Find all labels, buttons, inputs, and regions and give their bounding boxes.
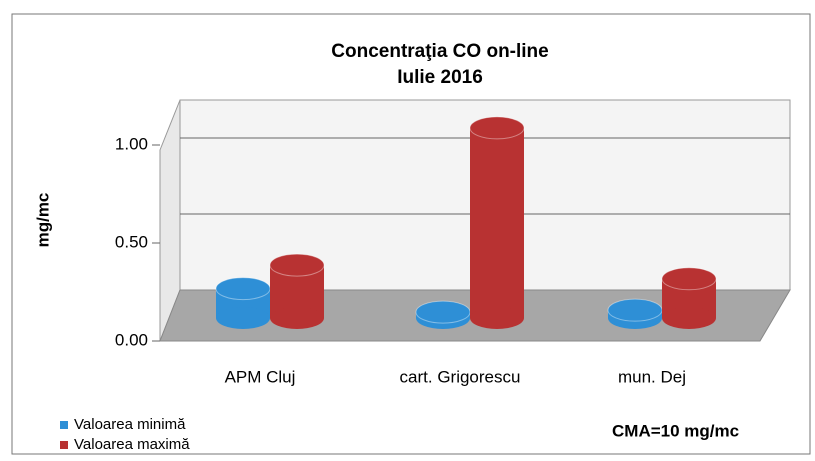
y-tick-label: 1.00 <box>115 134 148 153</box>
cylinder <box>415 300 471 329</box>
legend-swatch <box>60 441 68 449</box>
x-tick-label: cart. Grigorescu <box>400 367 521 386</box>
legend-label: Valoarea maximă <box>74 436 190 453</box>
cylinder-bottom <box>470 307 524 329</box>
cylinder-bottom <box>270 307 324 329</box>
cylinder <box>215 277 271 329</box>
x-tick-label: APM Cluj <box>225 367 296 386</box>
chart-subtitle: Iulie 2016 <box>397 67 483 88</box>
cylinder <box>607 298 663 329</box>
cylinder <box>469 116 525 329</box>
cylinder-top <box>661 267 717 291</box>
cylinder <box>269 253 325 329</box>
cylinder <box>661 267 717 329</box>
y-tick-label: 0.00 <box>115 330 148 349</box>
cylinder-top <box>607 298 663 322</box>
cylinder-bottom <box>216 307 270 329</box>
cylinder-body <box>470 127 524 318</box>
legend-label: Valoarea minimă <box>74 416 186 433</box>
cylinder-top <box>415 300 471 324</box>
cylinder-bottom <box>662 307 716 329</box>
cylinder-top <box>269 253 325 277</box>
chart-title: Concentraţia CO on-line <box>331 41 548 62</box>
cylinder-top <box>215 277 271 301</box>
y-axis-label: mg/mc <box>33 193 52 248</box>
legend-swatch <box>60 421 68 429</box>
cylinder-top <box>469 116 525 140</box>
x-tick-label: mun. Dej <box>618 367 686 386</box>
y-tick-label: 0.50 <box>115 232 148 251</box>
annotation: CMA=10 mg/mc <box>612 421 739 440</box>
